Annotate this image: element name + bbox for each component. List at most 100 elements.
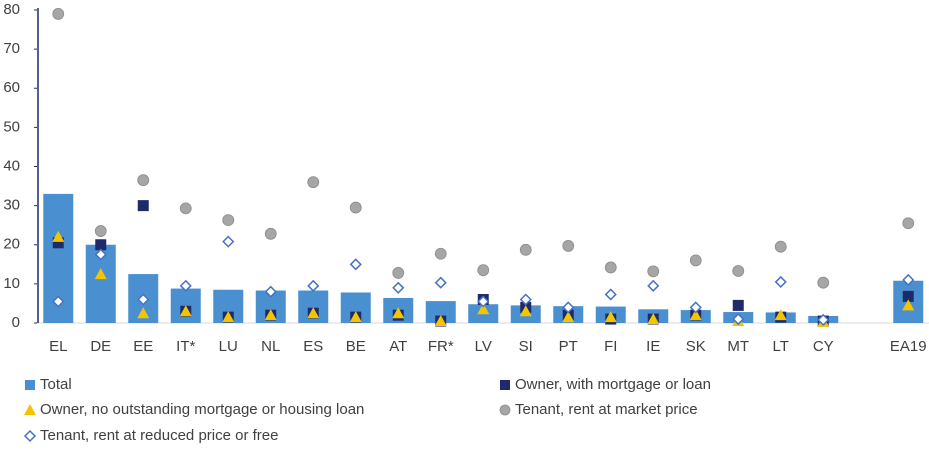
legend-label: Owner, no outstanding mortgage or housin… <box>40 401 364 418</box>
x-tick-label: LV <box>475 338 492 355</box>
triangle-marker <box>902 299 915 311</box>
triangle-marker <box>94 268 107 280</box>
diamond-marker <box>562 301 575 314</box>
x-tick-label: AT <box>389 338 407 355</box>
diamond-marker <box>179 279 192 292</box>
x-tick-label: PT <box>559 338 578 355</box>
circle-marker <box>689 254 702 267</box>
circle-marker <box>477 264 490 277</box>
x-tick-label: EE <box>133 338 153 355</box>
diamond-marker <box>817 313 830 326</box>
y-tick-label: 40 <box>3 157 20 174</box>
x-tick-label: IE <box>646 338 660 355</box>
x-tick-label: NL <box>261 338 280 355</box>
x-tick-label: FI <box>604 338 617 355</box>
legend-swatch <box>24 404 36 415</box>
circle-marker <box>94 225 107 237</box>
legend-swatch <box>500 380 510 390</box>
x-tick-label: MT <box>727 338 749 355</box>
triangle-marker <box>477 303 490 315</box>
diamond-marker <box>647 279 660 292</box>
legend-label: Tenant, rent at market price <box>515 401 698 418</box>
circle-marker <box>179 202 192 215</box>
circle-marker <box>604 261 617 274</box>
triangle-marker <box>434 315 447 327</box>
bar <box>425 301 456 323</box>
triangle-marker <box>179 305 192 317</box>
diamond-marker <box>902 273 915 287</box>
circle-marker <box>222 214 235 227</box>
triangle-marker <box>349 311 362 323</box>
diamond-marker <box>222 235 235 248</box>
circle-marker <box>434 247 447 260</box>
square-marker <box>732 299 744 311</box>
x-tick-label: BE <box>346 338 366 355</box>
legend-label: Owner, with mortgage or loan <box>515 376 711 393</box>
diamond-marker <box>307 279 320 292</box>
circle-marker <box>52 8 65 20</box>
square-marker <box>52 237 64 249</box>
diamond-marker <box>519 293 532 306</box>
x-tick-label: DE <box>90 338 111 355</box>
diamond-marker <box>477 295 490 308</box>
triangle-marker <box>647 313 660 325</box>
circle-marker <box>307 176 320 189</box>
diamond-marker <box>94 248 107 261</box>
diamond-marker <box>137 293 150 306</box>
y-tick-label: 70 <box>3 40 20 57</box>
x-tick-label: LU <box>219 338 238 355</box>
circle-marker <box>817 276 830 289</box>
x-tick-label: IT* <box>176 338 195 355</box>
circle-marker <box>264 227 277 240</box>
triangle-marker <box>689 309 702 321</box>
diamond-marker <box>774 275 787 288</box>
diamond-marker <box>52 295 65 308</box>
circle-marker <box>647 265 660 278</box>
x-tick-label: LT <box>773 338 789 355</box>
diamond-marker <box>434 276 447 289</box>
legend-swatch <box>23 429 37 443</box>
y-tick-label: 0 <box>12 314 20 331</box>
diamond-marker <box>732 313 745 326</box>
square-marker <box>95 239 107 251</box>
y-tick-label: 60 <box>3 79 20 96</box>
triangle-marker <box>137 307 150 319</box>
diamond-marker <box>264 285 277 298</box>
y-tick-label: 30 <box>3 197 20 214</box>
legend-label: Total <box>40 376 72 393</box>
triangle-marker <box>52 230 65 242</box>
triangle-marker <box>392 307 405 319</box>
x-tick-label: EL <box>49 338 67 355</box>
square-marker <box>902 290 914 302</box>
circle-marker <box>137 174 150 187</box>
y-tick-label: 80 <box>3 1 20 18</box>
square-marker <box>137 200 149 212</box>
circle-marker <box>562 240 575 252</box>
circle-marker <box>732 265 745 277</box>
x-tick-label: EA19 <box>890 338 927 355</box>
diamond-marker <box>604 288 617 301</box>
x-tick-label: SI <box>519 338 533 355</box>
legend-swatch <box>499 404 511 416</box>
triangle-marker <box>264 309 277 321</box>
triangle-marker <box>774 309 787 321</box>
triangle-marker <box>604 311 617 323</box>
x-tick-label: ES <box>303 338 323 355</box>
circle-marker <box>519 243 532 256</box>
x-tick-label: SK <box>686 338 706 355</box>
triangle-marker <box>519 305 532 317</box>
circle-marker <box>774 240 787 253</box>
y-tick-label: 50 <box>3 118 20 135</box>
triangle-marker <box>307 307 320 319</box>
x-tick-label: CY <box>813 338 834 355</box>
y-tick-label: 20 <box>3 236 20 253</box>
y-tick-label: 10 <box>3 275 20 292</box>
triangle-marker <box>562 311 575 323</box>
legend-swatch <box>25 380 35 390</box>
diamond-marker <box>349 258 362 271</box>
x-tick-label: FR* <box>428 338 454 355</box>
circle-marker <box>349 201 362 214</box>
legend-label: Tenant, rent at reduced price or free <box>40 427 278 444</box>
